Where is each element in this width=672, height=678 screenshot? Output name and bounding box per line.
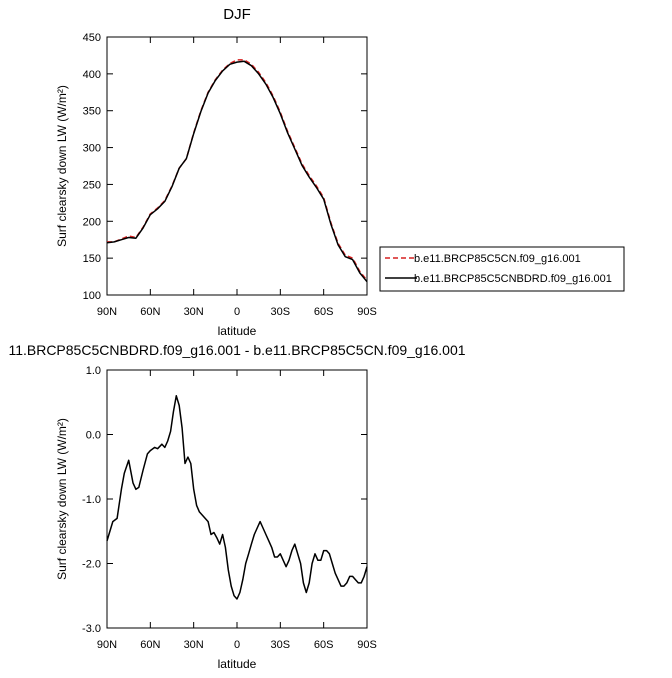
bottom-series-group [106, 395, 368, 600]
legend: b.e11.BRCP85C5CN.f09_g16.001 b.e11.BRCP8… [379, 246, 625, 292]
y-tick-label: 1.0 [86, 365, 101, 377]
y-tick-label: -3.0 [82, 623, 101, 635]
top-plot-frame [106, 36, 368, 296]
y-tick-label: 450 [83, 32, 101, 44]
x-tick-label: 90S [357, 306, 377, 318]
top-panel: DJF 100 150 200 250 300 350 400 450 90N 60N 30N 0 3… [55, 6, 625, 338]
y-tick-label: 0.0 [86, 430, 101, 442]
bottom-x-axis-label: latitude [218, 657, 257, 671]
x-tick-label: 0 [234, 306, 240, 318]
bottom-x-ticks: 90N 60N 30N 0 30S 60S 90S [97, 370, 377, 651]
top-x-ticks: 90N 60N 30N 0 30S 60S 90S [97, 37, 377, 318]
x-tick-label: 90S [357, 639, 377, 651]
x-tick-label: 60S [314, 306, 334, 318]
x-tick-label: 30N [184, 639, 204, 651]
bottom-y-ticks: -3.0 -2.0 -1.0 0.0 1.0 [82, 365, 367, 635]
x-tick-label: 90N [97, 639, 117, 651]
legend-entry-series-2: b.e11.BRCP85C5CNBDRD.f09_g16.001 [414, 273, 612, 285]
series-line-1 [107, 59, 368, 281]
x-tick-label: 90N [97, 306, 117, 318]
top-series-group [106, 59, 368, 283]
x-tick-label: 30S [271, 639, 291, 651]
y-tick-label: 100 [83, 290, 101, 302]
y-tick-label: 350 [83, 106, 101, 118]
x-tick-label: 30N [184, 306, 204, 318]
bottom-panel: 11.BRCP85C5CNBDRD.f09_g16.001 - b.e11.BR… [8, 342, 465, 671]
legend-box [379, 246, 625, 292]
x-tick-label: 60N [140, 306, 160, 318]
y-tick-label: 400 [83, 69, 101, 81]
top-x-axis-label: latitude [218, 324, 257, 338]
bottom-y-axis-label: Surf clearsky down LW (W/m²) [55, 418, 69, 580]
series-line-1 [106, 395, 368, 600]
y-tick-label: 300 [83, 143, 101, 155]
y-tick-label: 200 [83, 216, 101, 228]
x-tick-label: 30S [271, 306, 291, 318]
y-tick-label: -1.0 [82, 494, 101, 506]
bottom-plot-frame [106, 369, 368, 629]
x-tick-label: 60S [314, 639, 334, 651]
x-tick-label: 0 [234, 639, 240, 651]
x-tick-label: 60N [140, 639, 160, 651]
y-tick-label: 250 [83, 179, 101, 191]
y-tick-label: 150 [83, 253, 101, 265]
y-tick-label: -2.0 [82, 559, 101, 571]
series-line-2 [106, 60, 368, 283]
bottom-title: 11.BRCP85C5CNBDRD.f09_g16.001 - b.e11.BR… [8, 342, 465, 358]
top-title: DJF [223, 6, 251, 23]
top-y-ticks: 100 150 200 250 300 350 400 450 [83, 32, 367, 302]
top-y-axis-label: Surf clearsky down LW (W/m²) [55, 85, 69, 247]
legend-entry-series-1: b.e11.BRCP85C5CN.f09_g16.001 [414, 253, 581, 265]
